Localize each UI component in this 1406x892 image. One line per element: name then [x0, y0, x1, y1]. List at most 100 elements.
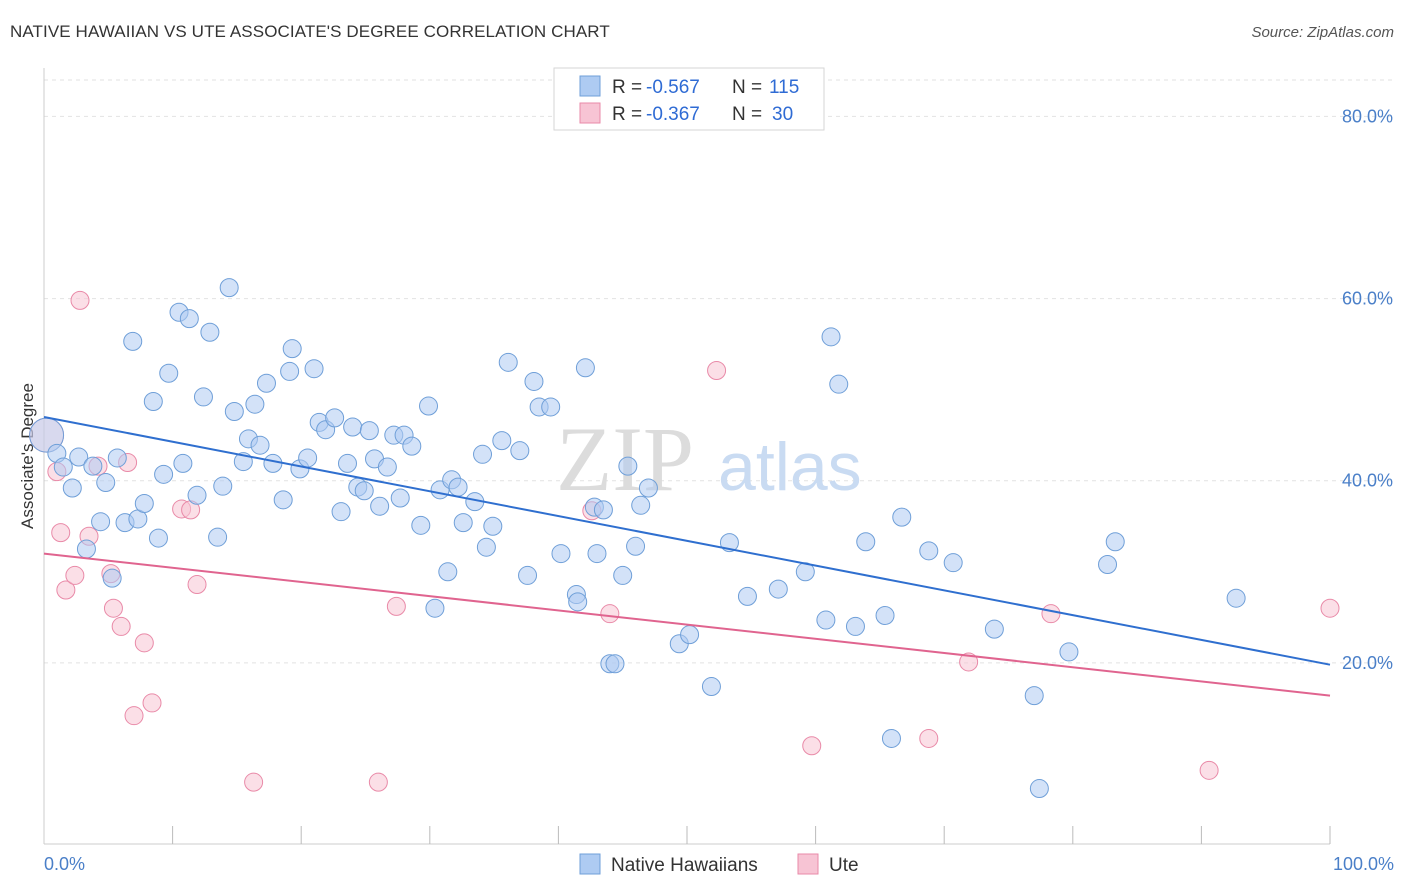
- native-hawaiian-point: [541, 397, 561, 417]
- native-hawaiian-point: [551, 544, 571, 564]
- native-hawaiian-point: [631, 495, 651, 515]
- native-hawaiian-point: [768, 579, 788, 599]
- native-hawaiian-point: [524, 371, 544, 391]
- bottom-legend: Native Hawaiians Ute: [579, 853, 859, 876]
- native-hawaiian-point: [568, 592, 588, 612]
- native-hawaiian-point: [273, 490, 293, 510]
- y-tick-label: 60.0%: [1342, 289, 1393, 309]
- native-hawaiian-point: [943, 553, 963, 573]
- native-hawaiian-point: [483, 516, 503, 536]
- native-hawaiian-point: [626, 536, 646, 556]
- native-hawaiian-point: [984, 619, 1004, 639]
- native-hawaiian-point: [343, 417, 363, 437]
- native-hawaiian-point: [159, 363, 179, 383]
- native-hawaiian-point: [856, 532, 876, 552]
- native-hawaiian-point: [263, 453, 283, 473]
- native-hawaiian-point: [256, 373, 276, 393]
- x-tick-label-max: 100.0%: [1333, 854, 1394, 874]
- y-tick-labels: 20.0% 40.0% 60.0% 80.0%: [1342, 106, 1393, 672]
- native-hawaiian-point: [148, 528, 168, 548]
- ute-point: [103, 598, 123, 618]
- native-hawaiian-point: [304, 359, 324, 379]
- native-hawaiian-point: [53, 457, 73, 477]
- native-hawaiian-point: [618, 456, 638, 476]
- native-hawaiian-point: [593, 500, 613, 520]
- native-hawaiian-point: [69, 447, 89, 467]
- chart-title: NATIVE HAWAIIAN VS UTE ASSOCIATE'S DEGRE…: [10, 22, 610, 41]
- legend-n-value-native-hawaiians: 115: [769, 77, 799, 98]
- native-hawaiian-point: [473, 444, 493, 464]
- legend-n-label: N =: [732, 77, 762, 98]
- native-hawaiian-point: [193, 387, 213, 407]
- ute-point: [802, 736, 822, 756]
- watermark-atlas: atlas: [718, 429, 862, 505]
- native-hawaiian-point: [1024, 686, 1044, 706]
- native-hawaiian-point: [510, 441, 530, 461]
- ute-point: [111, 616, 131, 636]
- native-hawaiian-point: [1098, 555, 1118, 574]
- ute-point: [244, 772, 264, 792]
- native-hawaiian-point: [1029, 779, 1049, 799]
- y-tick-label: 80.0%: [1342, 106, 1393, 126]
- native-hawaiian-point: [282, 339, 302, 359]
- native-hawaiian-point: [208, 527, 228, 547]
- native-hawaiian-point: [498, 352, 518, 372]
- native-hawaiian-point: [224, 402, 244, 421]
- native-hawaiian-point: [280, 361, 300, 381]
- bottom-legend-swatch-ute: [797, 853, 819, 875]
- ute-point: [368, 772, 388, 792]
- ute-point: [124, 706, 144, 726]
- native-hawaiian-point: [154, 464, 174, 484]
- native-hawaiian-point: [102, 568, 122, 588]
- native-hawaiian-point: [96, 473, 116, 493]
- ute-point: [142, 693, 162, 713]
- ute-point: [65, 565, 85, 585]
- native-hawaiian-point: [613, 565, 633, 585]
- ute-point: [70, 290, 90, 310]
- native-hawaiian-point: [492, 431, 512, 451]
- native-hawaiian-point: [173, 453, 193, 473]
- ute-trend-line: [43, 552, 1331, 697]
- native-hawaiian-point: [354, 481, 374, 501]
- native-hawaiian-point: [518, 565, 538, 585]
- native-hawaiian-point: [143, 391, 163, 411]
- ute-point: [1199, 760, 1219, 780]
- native-hawaiian-point: [337, 453, 357, 473]
- native-hawaiian-point: [448, 477, 468, 497]
- native-hawaiian-point: [821, 327, 841, 347]
- ute-point: [959, 652, 979, 672]
- native-hawaiian-point: [875, 606, 895, 625]
- bottom-legend-swatch-native-hawaiians: [579, 853, 601, 875]
- native-hawaiian-point: [845, 616, 865, 636]
- ute-point: [707, 361, 727, 381]
- ute-point: [600, 604, 620, 624]
- native-hawaiian-point: [816, 610, 836, 630]
- native-hawaiian-point: [881, 728, 901, 748]
- native-hawaiian-point: [453, 513, 473, 533]
- native-hawaiian-point: [438, 562, 458, 582]
- native-hawaiian-point: [419, 396, 439, 416]
- native-hawaiian-point: [377, 457, 397, 477]
- ute-point: [51, 523, 71, 543]
- bottom-legend-label-native-hawaiians: Native Hawaiians: [611, 855, 758, 876]
- native-hawaiian-point: [325, 408, 345, 428]
- ute-point: [56, 580, 76, 600]
- native-hawaiian-point: [219, 278, 239, 298]
- native-hawaiian-point: [1105, 532, 1125, 552]
- native-hawaiian-point: [390, 488, 410, 508]
- native-hawaiian-point: [134, 493, 154, 513]
- bottom-legend-label-ute: Ute: [829, 855, 859, 876]
- legend-n-value-ute: 30: [772, 104, 793, 125]
- native-hawaiian-points: [29, 278, 1246, 799]
- native-hawaiian-point: [179, 309, 199, 329]
- native-hawaiian-point: [62, 478, 82, 498]
- source-note: Source: ZipAtlas.com: [1251, 24, 1394, 41]
- native-hawaiian-point: [250, 435, 270, 455]
- native-hawaiian-point: [1226, 588, 1246, 608]
- native-hawaiian-point: [298, 448, 318, 468]
- y-tick-label: 40.0%: [1342, 471, 1393, 491]
- ute-point: [1320, 598, 1340, 618]
- legend-r-value-native-hawaiians: -0.567: [646, 77, 700, 98]
- native-hawaiian-point: [107, 448, 127, 468]
